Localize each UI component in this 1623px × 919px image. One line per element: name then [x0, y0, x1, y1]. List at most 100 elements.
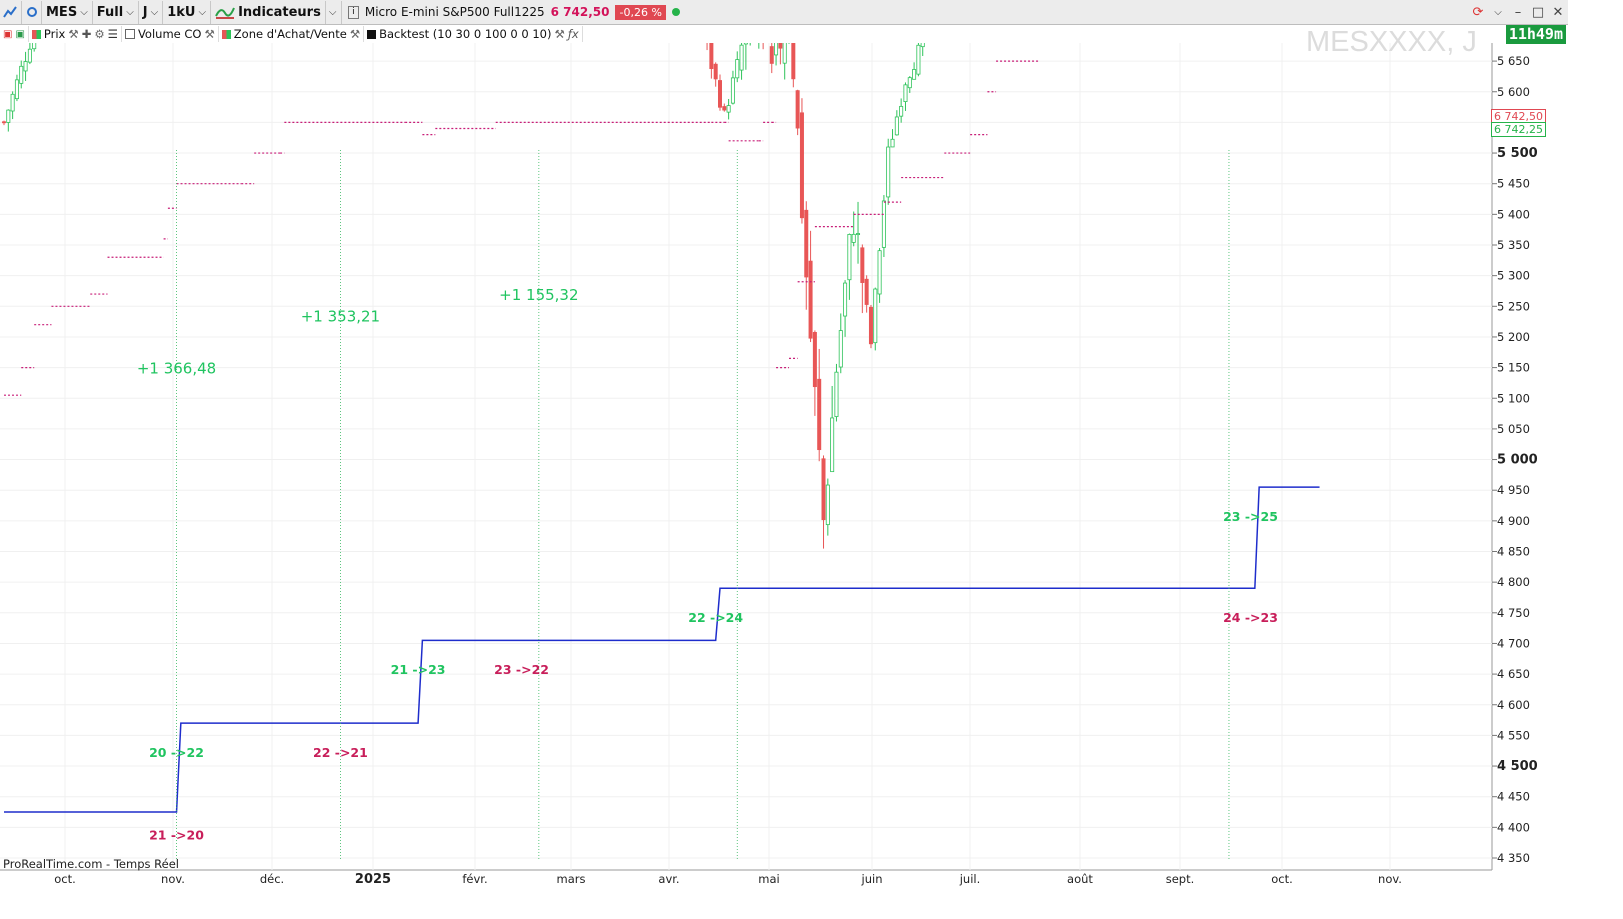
indicators-button[interactable]: Indicateurs — [211, 0, 326, 24]
info-icon[interactable]: i — [347, 5, 359, 19]
y-tick-label: 4 400 — [1497, 820, 1530, 834]
instrument-info: i Micro E-mini S&P500 Full1225 6 742,50 … — [342, 4, 680, 20]
wrench-icon[interactable]: ⚒ — [554, 27, 565, 41]
y-tick-label: 5 000 — [1497, 453, 1538, 468]
candle-body — [743, 43, 748, 45]
candle-body — [769, 46, 774, 64]
minimize-button[interactable]: – — [1508, 2, 1528, 24]
y-tick-label: 4 750 — [1497, 606, 1530, 620]
candle-body — [722, 106, 727, 111]
y-tick-label: 4 600 — [1497, 698, 1530, 712]
candle-body — [799, 112, 804, 219]
trade-signal-label: 21 ->23 — [391, 662, 446, 677]
close-button[interactable]: ✕ — [1548, 2, 1568, 24]
minimize-icon: – — [1514, 5, 1522, 20]
indicators-icon — [215, 7, 235, 19]
trade-signal-label: 22 ->21 — [313, 745, 368, 760]
indicators-dropdown[interactable]: ⌵ — [326, 0, 342, 24]
close-icon: ✕ — [1552, 5, 1564, 20]
chevron-down-icon: ⌵ — [80, 6, 88, 18]
chevron-down-icon: ⌵ — [150, 6, 159, 18]
candle-body — [808, 260, 813, 339]
candle-body — [713, 63, 718, 80]
legend-backtest-label: Backtest (10 30 0 100 0 0 10) — [379, 27, 552, 41]
price-chart[interactable]: 4 350 4 400 4 450 4 500 4 550 4 600 4 650 4 700… — [0, 43, 1568, 888]
settings-button[interactable] — [22, 0, 42, 24]
collapse-icon[interactable]: ▣ — [3, 28, 13, 40]
history-selector[interactable]: Full ⌵ — [93, 0, 139, 24]
formula-icon[interactable]: ƒx — [567, 27, 579, 41]
candle-body — [817, 378, 822, 451]
add-icon[interactable]: ✚ — [81, 27, 92, 41]
candle-body — [804, 209, 809, 278]
maximize-button[interactable]: □ — [1528, 2, 1548, 24]
y-tick-label: 4 650 — [1497, 667, 1530, 681]
legend-price-label: Prix — [43, 27, 66, 41]
candle-body — [877, 250, 882, 295]
wrench-icon[interactable]: ⚒ — [349, 27, 361, 41]
refresh-menu-button[interactable]: ⌵ — [1488, 2, 1508, 24]
candle-body — [791, 43, 796, 80]
y-tick-label: 4 850 — [1497, 545, 1530, 559]
x-tick-label: nov. — [1378, 872, 1402, 886]
menu-button[interactable] — [0, 0, 22, 24]
backtest-color-icon — [367, 29, 377, 39]
candle-body — [709, 43, 714, 70]
candle-body — [32, 43, 37, 50]
candle-body — [14, 79, 19, 100]
legend-price[interactable]: Prix ⚒ ✚ ⚙ ☰ — [29, 26, 122, 42]
volume-checkbox-icon[interactable] — [124, 29, 135, 39]
y-tick-label: 5 500 — [1497, 146, 1538, 161]
refresh-button[interactable]: ⟳ — [1468, 2, 1488, 24]
legend-controls: ▣ ▣ — [0, 26, 29, 42]
candle-body — [868, 306, 873, 345]
maximize-icon: □ — [1531, 5, 1545, 20]
legend-volume[interactable]: Volume CO ⚒ — [122, 26, 219, 42]
y-tick-label: 4 550 — [1497, 728, 1530, 742]
y-tick-label: 4 350 — [1497, 851, 1530, 865]
candle-body — [851, 233, 856, 243]
gear-icon — [27, 7, 37, 17]
chevron-down-icon: ⌵ — [126, 6, 134, 18]
chevron-down-icon: ⌵ — [198, 6, 207, 18]
y-tick-label: 4 700 — [1497, 636, 1530, 650]
candle-body — [856, 233, 861, 236]
legend-zone[interactable]: Zone d'Achat/Vente ⚒ — [219, 26, 365, 42]
y-tick-label: 5 250 — [1497, 299, 1530, 313]
units-selector[interactable]: 1kU ⌵ — [163, 0, 212, 24]
bar-countdown-clock: 11h49m — [1505, 25, 1566, 44]
candle-body — [795, 90, 800, 129]
indicator-legend: ▣ ▣ Prix ⚒ ✚ ⚙ ☰ Volume CO ⚒ Zone d'Acha… — [0, 25, 583, 43]
x-tick-label: mai — [758, 872, 779, 886]
symbol-selector[interactable]: MES ⌵ — [42, 0, 93, 24]
candle-body — [23, 61, 28, 72]
candle-body — [838, 330, 843, 368]
y-axis-panel — [1492, 43, 1568, 888]
y-tick-label: 4 800 — [1497, 575, 1530, 589]
chevron-down-icon: ⌵ — [328, 6, 337, 18]
trade-signal-label: 20 ->22 — [149, 745, 204, 760]
candle-body — [916, 44, 921, 75]
candle-body — [2, 121, 7, 124]
x-tick-label: sept. — [1166, 872, 1195, 886]
candle-body — [894, 116, 899, 136]
y-tick-label: 5 400 — [1497, 207, 1530, 221]
legend-volume-label: Volume CO — [137, 27, 202, 41]
expand-icon[interactable]: ▣ — [15, 28, 25, 40]
list-icon[interactable]: ☰ — [107, 27, 118, 41]
wrench-icon[interactable]: ⚒ — [204, 27, 215, 41]
candle-body — [830, 417, 835, 473]
candle-body — [899, 105, 904, 117]
period-selector[interactable]: J ⌵ — [139, 0, 164, 24]
price-change-badge: -0,26 % — [615, 4, 666, 20]
chart-watermark: MESXXXX, J — [1306, 26, 1477, 58]
legend-backtest[interactable]: Backtest (10 30 0 100 0 0 10) ⚒ ƒx — [364, 26, 583, 42]
wrench-icon[interactable]: ⚒ — [68, 27, 79, 41]
candle-body — [735, 59, 740, 79]
tools-icon[interactable]: ⚙ — [94, 27, 105, 41]
y-tick-label: 5 450 — [1497, 177, 1530, 191]
units-label: 1kU — [167, 4, 196, 20]
refresh-icon: ⟳ — [1472, 5, 1484, 20]
x-tick-label: août — [1067, 872, 1093, 886]
y-tick-label: 5 300 — [1497, 269, 1530, 283]
